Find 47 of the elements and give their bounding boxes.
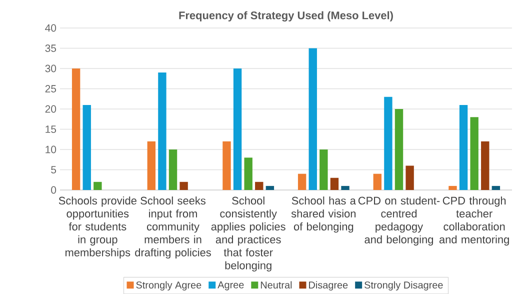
bar	[459, 104, 468, 190]
bar	[481, 141, 490, 190]
x-tick-label: School has a shared vision of belonging	[291, 196, 356, 233]
x-tick-label: School consistently applies policies and practices that foster belonging	[211, 196, 286, 272]
bar	[180, 182, 188, 190]
y-tick-label: 40	[45, 24, 56, 32]
bar	[384, 96, 392, 190]
bar	[330, 178, 339, 190]
legend-label: Disagree	[309, 281, 348, 291]
y-tick-label: 30	[45, 64, 56, 72]
x-tick-label: CPD through teacher collaboration and mentoring	[439, 196, 509, 246]
bar	[168, 150, 178, 190]
y-tick-label: 0	[51, 186, 56, 194]
bar	[470, 117, 478, 190]
y-tick-label: 35	[45, 44, 56, 52]
y-tick-label: 15	[46, 126, 56, 133]
bar	[341, 186, 350, 190]
x-tick-label: CPD on student-centred pedagogy and belonging	[358, 196, 440, 246]
bar	[308, 48, 317, 190]
bar	[448, 186, 457, 190]
bar	[158, 72, 166, 190]
bar	[147, 141, 156, 190]
bar	[233, 68, 242, 190]
bar	[492, 186, 500, 190]
y-tick-label: 20	[45, 105, 56, 113]
bar	[244, 158, 252, 190]
bar	[266, 186, 274, 190]
bar	[320, 150, 328, 190]
legend-label: Neutral	[260, 281, 292, 289]
x-tick-label: School seeks input from community members in drafting policies	[135, 196, 211, 259]
bar	[394, 109, 404, 190]
chart-title: Frequency of Strategy Used (Meso Level)	[179, 11, 393, 22]
x-tick-label: Schools provide opportunities for students in group memberships	[58, 196, 136, 259]
legend-label: Strongly Agree	[136, 281, 202, 291]
bar	[82, 104, 91, 190]
bar	[373, 174, 382, 190]
bar	[298, 174, 306, 190]
bar	[222, 141, 231, 190]
bar	[255, 182, 264, 190]
bar	[406, 166, 414, 190]
y-tick-label: 5	[51, 166, 56, 174]
y-tick-label: 10	[46, 146, 56, 154]
y-tick-label: 25	[45, 85, 56, 92]
legend-label: Agree	[218, 281, 244, 290]
legend-label: Strongly Disagree	[364, 281, 443, 291]
bar	[94, 182, 102, 190]
bar	[72, 68, 80, 190]
